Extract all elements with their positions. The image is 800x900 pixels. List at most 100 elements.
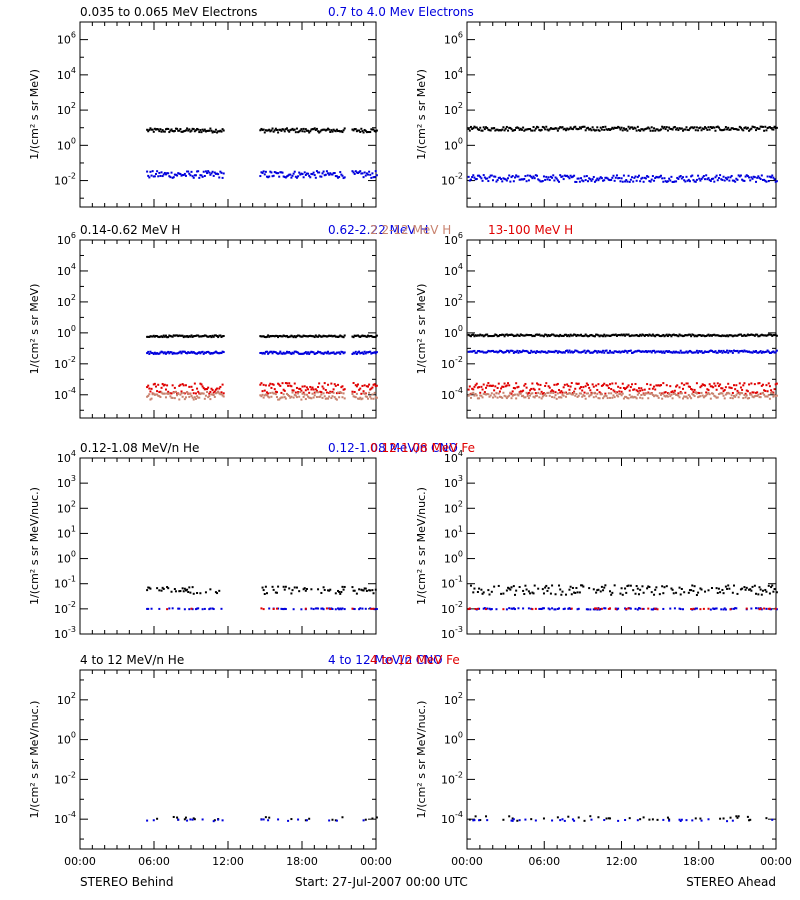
data-point [178,607,181,610]
data-point [504,333,507,336]
data-point [150,607,153,610]
data-point [697,396,700,399]
data-point [202,392,205,395]
data-point [715,396,718,399]
data-point [292,396,295,399]
data-point [624,607,627,610]
data-point [340,608,343,611]
data-point [328,819,331,822]
data-point [774,351,777,354]
data-point [211,607,214,610]
data-point [271,175,274,178]
data-point [152,334,155,337]
data-point [524,818,527,821]
data-point [628,335,631,338]
data-point [593,349,596,352]
data-point [714,176,717,179]
data-point [146,607,149,610]
data-point [649,180,652,183]
data-point [519,392,522,395]
data-point [654,176,657,179]
data-point [364,587,367,590]
data-point [619,392,622,395]
data-point [355,130,358,133]
data-point [581,334,584,337]
data-point [613,390,616,393]
data-point [330,173,333,176]
data-point [554,127,557,130]
data-point [749,128,752,131]
data-point [759,607,762,610]
data-point [719,334,722,337]
data-point [746,126,749,129]
data-point [588,177,591,180]
data-point [596,333,599,336]
data-point [191,388,194,391]
data-point [503,129,506,132]
data-point [522,178,525,181]
data-point [566,127,569,130]
data-point [582,350,585,353]
data-point [193,396,196,399]
data-point [486,607,489,610]
data-point [730,387,733,390]
data-point [335,175,338,178]
data-point [482,607,485,610]
data-point [683,351,686,354]
data-point [299,129,302,132]
data-point [717,177,720,180]
data-point [658,593,661,596]
data-point [167,172,170,175]
data-point [709,334,712,337]
data-point [206,129,209,132]
data-point [508,394,511,397]
data-point [615,391,618,394]
data-point [676,127,679,130]
data-point [668,333,671,336]
data-point [704,590,707,593]
data-point [617,819,620,822]
data-point [551,396,554,399]
data-point [719,128,722,131]
data-point [612,389,615,392]
data-point [646,383,649,386]
data-point [605,817,608,820]
data-point [745,389,748,392]
data-point [375,351,378,354]
data-point [675,350,678,353]
data-point [290,128,293,131]
data-point [153,127,156,130]
data-point [713,382,716,385]
data-point [540,180,543,183]
data-point [719,350,722,353]
data-point [291,351,294,354]
data-point [589,389,592,392]
data-point [206,172,209,175]
data-point [539,383,542,386]
data-point [534,333,537,336]
data-point [759,396,762,399]
data-point [221,128,224,131]
data-point [526,334,529,337]
data-point [493,389,496,392]
data-point [765,607,768,610]
data-point [534,819,537,822]
data-point [737,333,740,336]
data-point [162,334,165,337]
data-point [288,394,291,397]
data-point [766,175,769,178]
data-point [657,350,660,353]
data-point [772,590,775,593]
data-point [150,128,153,131]
data-point [731,127,734,130]
data-point [173,173,176,176]
data-point [327,589,330,592]
data-point [721,392,724,395]
data-point [606,351,609,354]
data-point [153,175,156,178]
data-point [596,392,599,395]
data-point [773,588,776,591]
data-point [171,352,174,355]
data-point [200,392,203,395]
data-point [563,391,566,394]
